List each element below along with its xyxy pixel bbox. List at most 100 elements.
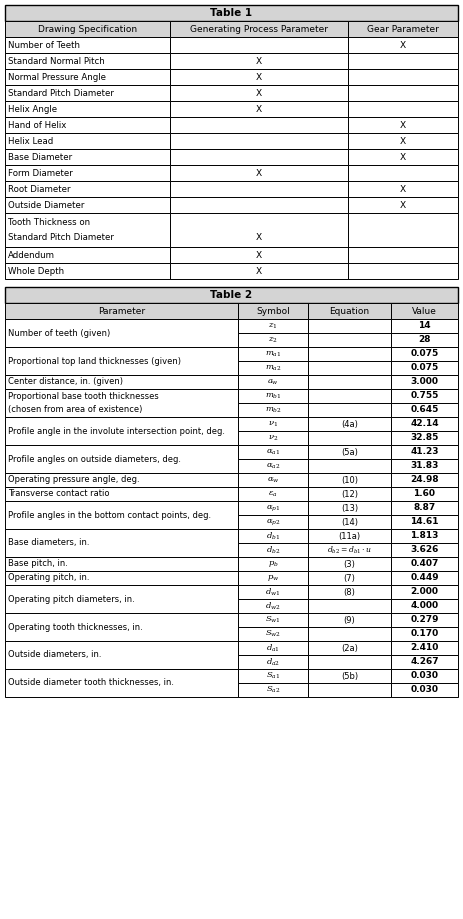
Bar	[308, 445, 391, 459]
Bar	[391, 431, 458, 445]
Bar	[5, 69, 170, 85]
Text: Table 1: Table 1	[211, 8, 252, 18]
Bar	[391, 529, 458, 543]
Bar	[391, 641, 458, 655]
Text: 0.170: 0.170	[410, 630, 438, 639]
Text: $p_{w}$: $p_{w}$	[267, 573, 279, 583]
Text: Base diameters, in.: Base diameters, in.	[8, 539, 89, 548]
Bar	[238, 403, 308, 417]
Bar	[238, 627, 308, 641]
Bar	[238, 585, 308, 599]
Text: Outside Diameter: Outside Diameter	[8, 200, 84, 210]
Bar	[348, 53, 458, 69]
Text: $S_{w2}$: $S_{w2}$	[265, 629, 281, 639]
Text: X: X	[400, 153, 406, 162]
Text: $\nu_{1}$: $\nu_{1}$	[268, 419, 278, 428]
Bar	[391, 459, 458, 473]
Text: 0.030: 0.030	[411, 672, 438, 680]
Text: 3.626: 3.626	[410, 546, 438, 554]
Bar	[308, 361, 391, 375]
Text: Root Diameter: Root Diameter	[8, 185, 70, 194]
Text: X: X	[400, 200, 406, 210]
Text: X: X	[256, 251, 262, 259]
Bar	[5, 197, 170, 213]
Bar	[170, 53, 348, 69]
Text: (4a): (4a)	[341, 419, 358, 428]
Text: $\nu_{2}$: $\nu_{2}$	[268, 434, 278, 443]
Bar	[5, 53, 170, 69]
Bar	[238, 543, 308, 557]
Bar	[391, 403, 458, 417]
Text: 0.645: 0.645	[410, 405, 438, 414]
Bar	[308, 459, 391, 473]
Bar	[348, 181, 458, 197]
Bar	[308, 389, 391, 403]
Text: 14: 14	[418, 322, 431, 331]
Text: $d_{b2}=d_{b1}\cdot u$: $d_{b2}=d_{b1}\cdot u$	[327, 544, 372, 556]
Text: X: X	[400, 120, 406, 130]
Text: Table 2: Table 2	[211, 290, 252, 300]
Text: 2.410: 2.410	[410, 643, 438, 652]
Text: 3.000: 3.000	[411, 378, 438, 387]
Text: $d_{a1}$: $d_{a1}$	[266, 642, 280, 653]
Text: (11a): (11a)	[338, 531, 361, 540]
Bar	[348, 117, 458, 133]
Text: $m_{a1}$: $m_{a1}$	[265, 349, 281, 358]
Text: $\alpha_{p2}$: $\alpha_{p2}$	[266, 517, 280, 527]
Text: $m_{a2}$: $m_{a2}$	[265, 363, 282, 372]
Text: (5a): (5a)	[341, 448, 358, 457]
Text: $z_{1}$: $z_{1}$	[268, 322, 278, 331]
Bar	[308, 501, 391, 515]
Text: X: X	[256, 105, 262, 114]
Bar	[308, 431, 391, 445]
Bar	[308, 303, 391, 319]
Bar	[308, 669, 391, 683]
Bar	[391, 319, 458, 333]
Bar	[5, 319, 238, 347]
Bar	[5, 571, 238, 585]
Text: Transverse contact ratio: Transverse contact ratio	[8, 490, 110, 498]
Bar	[238, 389, 308, 403]
Text: Helix Angle: Helix Angle	[8, 105, 57, 114]
Bar	[5, 37, 170, 53]
Text: $z_{2}$: $z_{2}$	[268, 335, 278, 345]
Text: (2a): (2a)	[341, 643, 358, 652]
Bar	[5, 389, 238, 417]
Text: Symbol: Symbol	[256, 307, 290, 315]
Text: (chosen from area of existence): (chosen from area of existence)	[8, 404, 143, 414]
Text: Standard Normal Pitch: Standard Normal Pitch	[8, 56, 105, 65]
Bar	[308, 571, 391, 585]
Bar	[348, 69, 458, 85]
Bar	[391, 347, 458, 361]
Bar	[308, 403, 391, 417]
Text: Base Diameter: Base Diameter	[8, 153, 72, 162]
Bar	[348, 21, 458, 37]
Bar	[5, 247, 170, 263]
Text: X: X	[256, 88, 262, 97]
Text: 4.267: 4.267	[410, 657, 439, 666]
Text: (5b): (5b)	[341, 672, 358, 680]
Bar	[170, 117, 348, 133]
Bar	[308, 473, 391, 487]
Bar	[391, 543, 458, 557]
Bar	[308, 333, 391, 347]
Bar	[5, 263, 170, 279]
Text: Equation: Equation	[330, 307, 369, 315]
Bar	[238, 319, 308, 333]
Text: (9): (9)	[344, 616, 356, 625]
Bar	[391, 683, 458, 697]
Text: Drawing Specification: Drawing Specification	[38, 25, 137, 33]
Bar	[308, 487, 391, 501]
Bar	[170, 247, 348, 263]
Text: Hand of Helix: Hand of Helix	[8, 120, 66, 130]
Bar	[5, 117, 170, 133]
Text: Whole Depth: Whole Depth	[8, 267, 64, 276]
Bar	[391, 333, 458, 347]
Bar	[170, 165, 348, 181]
Bar	[5, 585, 238, 613]
Bar	[308, 655, 391, 669]
Text: 8.87: 8.87	[413, 504, 436, 513]
Text: $\alpha_{a1}$: $\alpha_{a1}$	[266, 448, 280, 457]
Text: Number of teeth (given): Number of teeth (given)	[8, 328, 110, 337]
Text: 0.449: 0.449	[410, 573, 439, 583]
